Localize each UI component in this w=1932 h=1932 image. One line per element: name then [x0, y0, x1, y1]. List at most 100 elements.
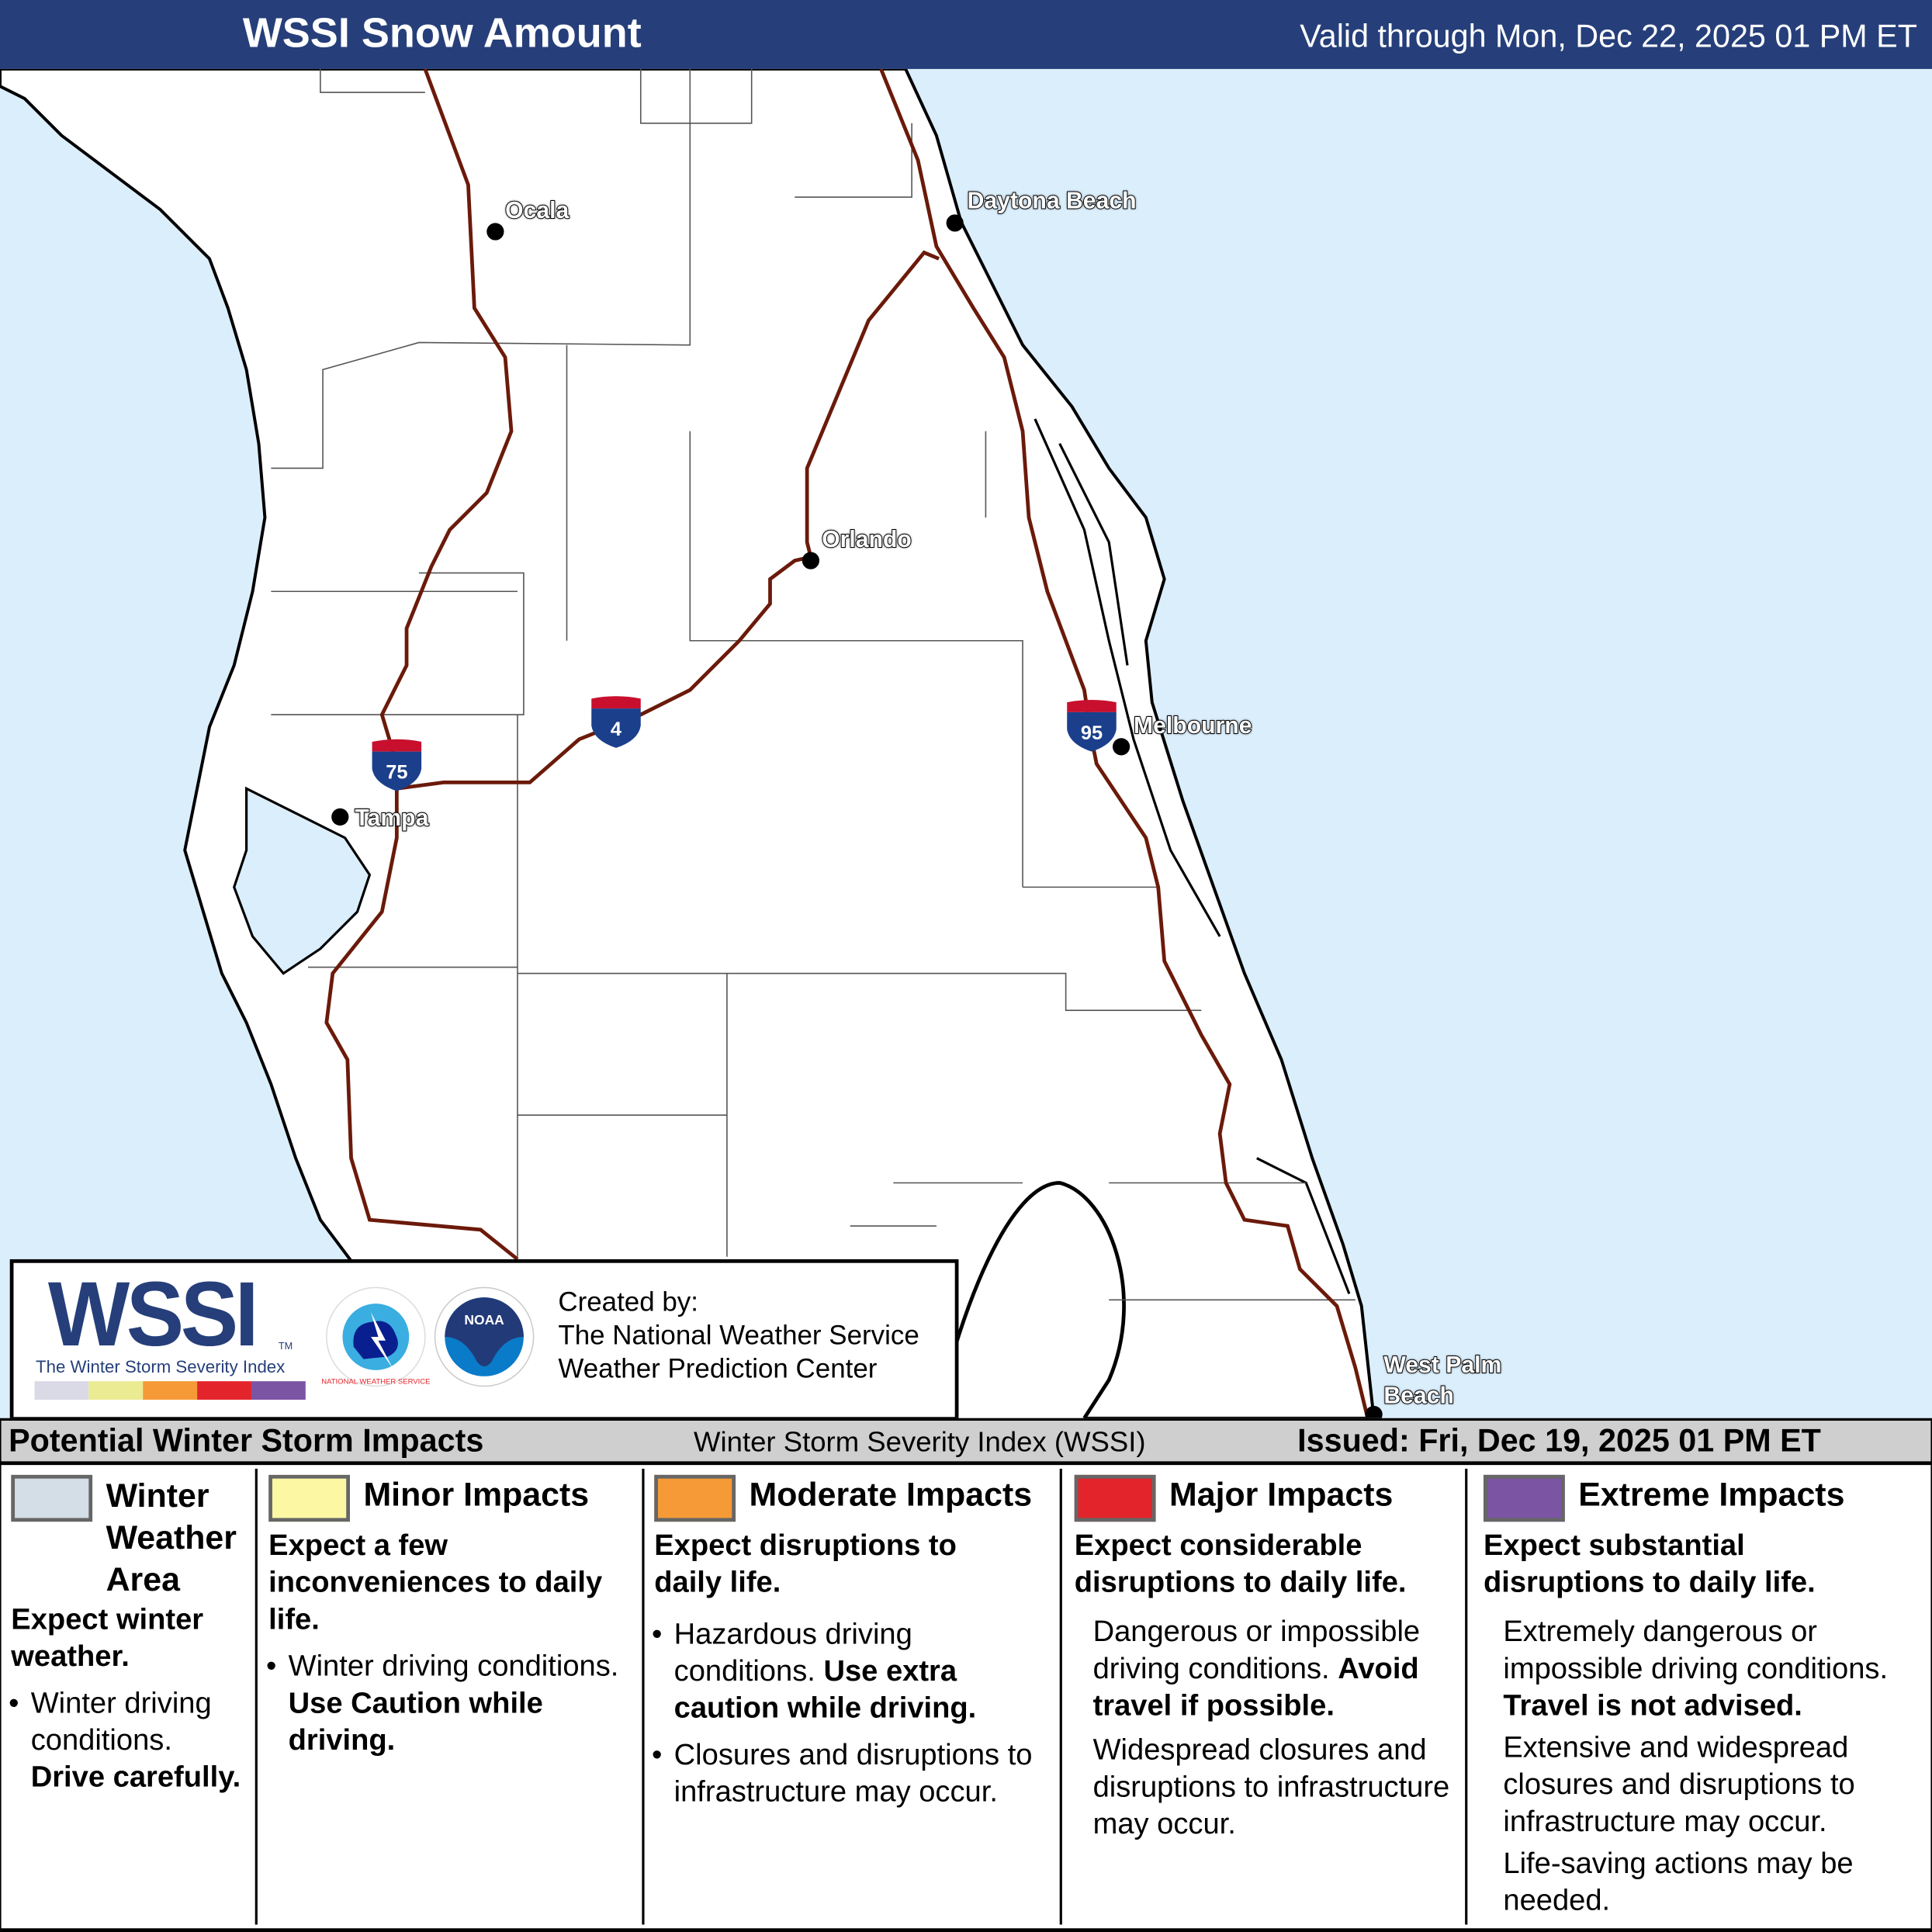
legend-title: Minor Impacts	[363, 1476, 590, 1514]
impact-legend: Winter Weather Area Expect winter weathe…	[0, 1462, 1932, 1932]
legend-bullet-2: Closures and disruptions to infrastructu…	[652, 1737, 1044, 1811]
legend-winter-weather-area: Winter Weather Area Expect winter weathe…	[9, 1463, 252, 1921]
shield-number: 4	[611, 718, 621, 740]
county-lines	[271, 68, 1356, 1301]
noaa-logo: NOAA	[434, 1286, 535, 1387]
scale-swatch	[197, 1381, 251, 1400]
severity-scale-bar	[34, 1381, 306, 1400]
legend-body: Expect a few inconveniences to daily lif…	[266, 1528, 638, 1760]
city-label-daytona-beach: Daytona Beach	[967, 188, 1137, 215]
nws-logo-text: NATIONAL WEATHER SERVICE	[321, 1377, 430, 1386]
swatch	[268, 1474, 350, 1522]
daytona-dot	[946, 214, 964, 232]
west-palm-dot	[1365, 1405, 1383, 1418]
divider	[254, 1468, 258, 1925]
legend-bullet: Winter driving conditions.	[288, 1650, 619, 1684]
wssi-logo: WSSI	[47, 1262, 259, 1366]
trademark: TM	[278, 1340, 293, 1352]
band-center-title: Winter Storm Severity Index (WSSI)	[694, 1425, 1146, 1458]
legend-text-1-bold: Travel is not advised.	[1503, 1689, 1802, 1723]
swatch	[1074, 1474, 1156, 1522]
melbourne-dot	[1112, 738, 1130, 756]
credits-text: Created by: The National Weather Service…	[558, 1285, 919, 1385]
shield-number: 75	[386, 762, 407, 784]
impacts-band: Potential Winter Storm Impacts Winter St…	[0, 1418, 1932, 1466]
legend-title: Moderate Impacts	[749, 1476, 1033, 1514]
legend-body: Expect disruptions to daily life. Hazard…	[652, 1528, 1054, 1811]
legend-extreme-impacts: Extreme Impacts Expect substantial disru…	[1483, 1463, 1927, 1921]
scale-swatch	[251, 1381, 306, 1400]
swatch	[11, 1474, 93, 1522]
city-label-melbourne: Melbourne	[1133, 713, 1252, 740]
nws-logo: NATIONAL WEATHER SERVICE	[321, 1286, 430, 1387]
ocala-dot	[486, 223, 504, 241]
legend-text-1-bold: Avoid travel if possible.	[1092, 1652, 1419, 1723]
scale-swatch	[143, 1381, 198, 1400]
interstates	[324, 68, 1370, 1418]
legend-bullet-bold: Use extra caution while driving.	[673, 1654, 977, 1726]
city-label-ocala: Ocala	[504, 198, 570, 225]
legend-bullet-bold: Drive carefully.	[30, 1761, 241, 1795]
shield-75: 75	[372, 739, 422, 791]
legend-body: Expect substantial disruptions to daily …	[1484, 1528, 1927, 1920]
legend-bullet: Winter driving conditions.	[30, 1686, 212, 1757]
legend-headline: Expect a few inconveniences to daily lif…	[268, 1529, 603, 1636]
divider	[642, 1468, 645, 1925]
legend-major-impacts: Major Impacts Expect considerable disrup…	[1074, 1463, 1463, 1921]
divider	[1059, 1468, 1062, 1925]
legend-headline: Expect considerable disruptions to daily…	[1074, 1529, 1407, 1600]
legend-title: Winter Weather Area	[106, 1477, 237, 1598]
valid-time: Valid through Mon, Dec 22, 2025 01 PM ET	[1300, 17, 1917, 54]
florida-map: 75 4 95	[0, 68, 1932, 1418]
band-left-title: Potential Winter Storm Impacts	[9, 1421, 484, 1459]
city-dots	[331, 214, 1383, 1418]
i4-route	[396, 250, 940, 791]
legend-title: Major Impacts	[1169, 1476, 1394, 1514]
legend-text-1: Extremely dangerous or impossible drivin…	[1503, 1615, 1889, 1686]
legend-text-2: Extensive and widespread closures and di…	[1503, 1731, 1855, 1839]
legend-body: Expect winter weather. Winter driving co…	[9, 1601, 252, 1796]
legend-moderate-impacts: Moderate Impacts Expect disruptions to d…	[652, 1463, 1054, 1921]
org-wpc: Weather Prediction Center	[558, 1352, 878, 1384]
shield-95: 95	[1067, 699, 1117, 752]
map-title: WSSI Snow Amount	[242, 9, 642, 57]
legend-text-1-item: Extremely dangerous or impossible drivin…	[1503, 1614, 1928, 1725]
legend-bullet-bold: Use Caution while driving.	[288, 1686, 543, 1757]
legend-headline: Expect substantial disruptions to daily …	[1483, 1529, 1816, 1600]
shield-number: 95	[1081, 722, 1103, 744]
legend-text-1: Dangerous or impossible driving conditio…	[1092, 1615, 1421, 1686]
legend-bullet-item: Hazardous driving conditions. Use extra …	[652, 1616, 1031, 1727]
wssi-subtitle: The Winter Storm Severity Index	[36, 1356, 286, 1376]
legend-text-2: Widespread closures and disruptions to i…	[1092, 1733, 1450, 1841]
created-by: Created by:	[558, 1286, 698, 1317]
header-bar: WSSI Snow Amount Valid through Mon, Dec …	[0, 0, 1932, 69]
i75-route	[324, 68, 519, 1261]
legend-headline: Expect disruptions to daily life.	[654, 1529, 957, 1600]
divider	[1465, 1468, 1468, 1925]
legend-text-3: Life-saving actions may be needed.	[1503, 1847, 1854, 1917]
legend-bullet-item: Winter driving conditions. Use Caution w…	[266, 1649, 638, 1760]
issued-time: Issued: Fri, Dec 19, 2025 01 PM ET	[1297, 1421, 1821, 1459]
legend-minor-impacts: Minor Impacts Expect a few inconvenience…	[266, 1463, 638, 1921]
scale-swatch	[34, 1381, 89, 1400]
scale-swatch	[88, 1381, 144, 1400]
legend-body: Expect considerable disruptions to daily…	[1075, 1528, 1463, 1844]
tampa-dot	[331, 808, 349, 826]
legend-headline: Expect winter weather.	[11, 1603, 204, 1674]
orlando-dot	[802, 552, 820, 570]
swatch	[1483, 1474, 1565, 1522]
org-nws: The National Weather Service	[558, 1319, 919, 1351]
city-label-west-palm: West Palm	[1383, 1352, 1502, 1380]
city-label-tampa: Tampa	[354, 805, 429, 833]
credits-box: WSSI TM The Winter Storm Severity Index …	[9, 1259, 959, 1421]
city-label-beach: Beach	[1383, 1383, 1454, 1410]
shield-4: 4	[591, 696, 641, 748]
i95-route	[879, 68, 1370, 1418]
legend-bullet-item: Winter driving conditions. Drive careful…	[9, 1685, 252, 1796]
noaa-logo-text: NOAA	[464, 1312, 504, 1328]
tampa-bay	[233, 786, 372, 975]
legend-bullet: Hazardous driving conditions.	[673, 1618, 912, 1688]
swatch	[654, 1474, 736, 1522]
city-label-orlando: Orlando	[821, 527, 912, 554]
